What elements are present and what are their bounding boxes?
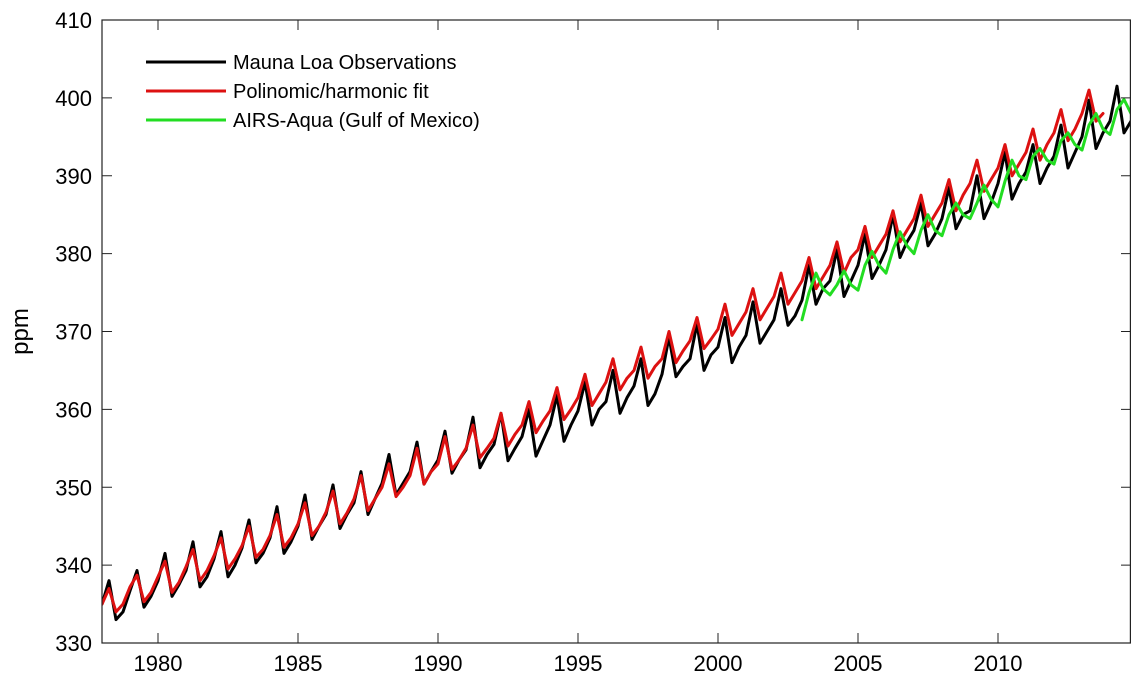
y-tick-label: 400 xyxy=(55,86,92,111)
x-tick-label: 1980 xyxy=(134,651,183,676)
x-tick-label: 2000 xyxy=(694,651,743,676)
series-line-2 xyxy=(102,88,1105,614)
y-axis-label: ppm xyxy=(7,308,34,355)
series-layer xyxy=(102,84,1131,622)
y-tick-label: 360 xyxy=(55,397,92,422)
x-tick-label: 2005 xyxy=(834,651,883,676)
y-tick-label: 390 xyxy=(55,164,92,189)
x-tick-label: 1995 xyxy=(554,651,603,676)
x-tick-label: 1990 xyxy=(414,651,463,676)
y-tick-label: 370 xyxy=(55,320,92,345)
y-tick-label: 410 xyxy=(55,8,92,33)
y-tick-label: 340 xyxy=(55,553,92,578)
x-tick-label: 1985 xyxy=(274,651,323,676)
legend-label-3: AIRS-Aqua (Gulf of Mexico) xyxy=(233,110,480,132)
series-line-3 xyxy=(800,97,1131,322)
legend: Mauna Loa Observations Polinomic/harmonic… xyxy=(146,52,480,132)
ticks-layer: 1980 1985 1990 1995 2000 2005 2010 330 340 350 360… xyxy=(55,8,1131,676)
y-tick-label: 350 xyxy=(55,475,92,500)
y-tick-label: 330 xyxy=(55,631,92,656)
y-tick-label: 380 xyxy=(55,242,92,267)
legend-label-2: Polinomic/harmonic fit xyxy=(233,81,429,103)
legend-label-1: Mauna Loa Observations xyxy=(233,52,456,74)
x-tick-label: 2010 xyxy=(974,651,1023,676)
